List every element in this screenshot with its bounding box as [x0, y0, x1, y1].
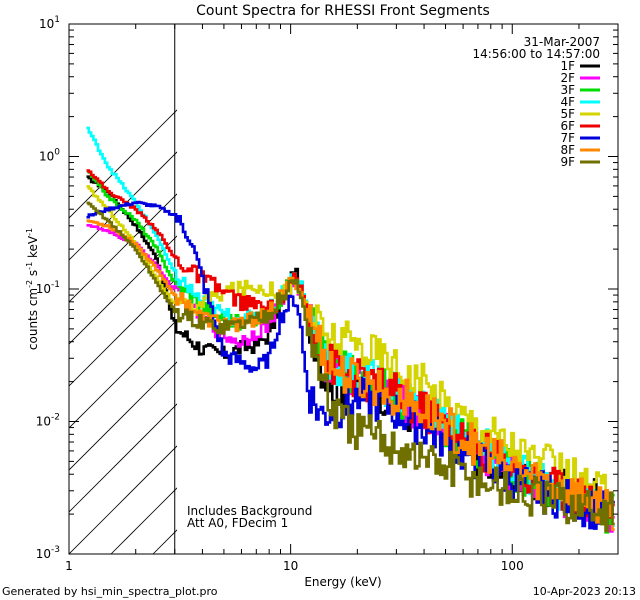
- y-tick-label: 10-1: [36, 280, 60, 296]
- y-tick-base: 10: [36, 415, 51, 429]
- legend-label-4F: 4F: [560, 95, 575, 109]
- legend-label-5F: 5F: [560, 107, 575, 121]
- y-tick-label: 10-3: [36, 545, 60, 561]
- legend-label-3F: 3F: [560, 83, 575, 97]
- y-axis-label-end: keV: [26, 235, 40, 262]
- legend-label-9F: 9F: [560, 155, 575, 169]
- legend-label-8F: 8F: [560, 143, 575, 157]
- series-line-9F: [86, 201, 615, 533]
- legend-label-7F: 7F: [560, 131, 575, 145]
- hatch-line: [69, 193, 177, 303]
- y-tick-label: 100: [39, 148, 60, 164]
- y-axis-label: counts cm-2 s-1 keV-1: [25, 228, 40, 350]
- y-axis-label-sup1: -2: [25, 280, 34, 288]
- annotation-attenuator: Att A0, FDecim 1: [187, 516, 288, 530]
- hatch-line: [69, 403, 177, 513]
- legend-label-1F: 1F: [560, 59, 575, 73]
- axis-ticks: [68, 23, 619, 555]
- x-tick-label: 10: [283, 559, 298, 573]
- y-tick-label: 10-2: [36, 413, 60, 429]
- x-tick-label: 1: [65, 559, 73, 573]
- observation-time-range: 14:56:00 to 14:57:00: [473, 47, 600, 61]
- y-tick-exponent: -1: [51, 280, 60, 290]
- y-tick-exponent: -2: [51, 413, 60, 423]
- hatch-line: [69, 445, 177, 554]
- y-tick-base: 10: [36, 282, 51, 296]
- y-axis-label-sup2: -1: [25, 262, 34, 270]
- legend-label-6F: 6F: [560, 119, 575, 133]
- observation-date: 31-Mar-2007: [524, 35, 600, 49]
- x-axis-label: Energy (keV): [304, 575, 381, 589]
- footer-generator: Generated by hsi_min_spectra_plot.pro: [2, 585, 218, 598]
- annotation-background: Includes Background: [187, 504, 312, 518]
- y-tick-base: 10: [39, 150, 54, 164]
- y-tick-base: 10: [39, 17, 54, 31]
- y-axis-label-sup3: -1: [25, 228, 34, 236]
- chart-title: Count Spectra for RHESSI Front Segments: [196, 3, 490, 19]
- hatch-line: [69, 235, 177, 345]
- y-tick-base: 10: [36, 547, 51, 561]
- y-axis-label-main: counts cm: [26, 288, 40, 350]
- footer-timestamp: 10-Apr-2023 20:13: [533, 585, 636, 598]
- hatch-line: [69, 277, 177, 387]
- x-tick-label: 100: [501, 559, 524, 573]
- y-tick-exponent: 1: [54, 15, 60, 25]
- series-line-8F: [86, 219, 615, 531]
- y-tick-exponent: -3: [51, 545, 60, 555]
- hatch-line: [69, 361, 177, 471]
- legend-label-2F: 2F: [560, 71, 575, 85]
- series-layer: [86, 126, 615, 534]
- y-tick-label: 101: [39, 15, 60, 31]
- y-axis-label-mid: s: [26, 270, 40, 280]
- y-tick-exponent: 0: [54, 148, 60, 158]
